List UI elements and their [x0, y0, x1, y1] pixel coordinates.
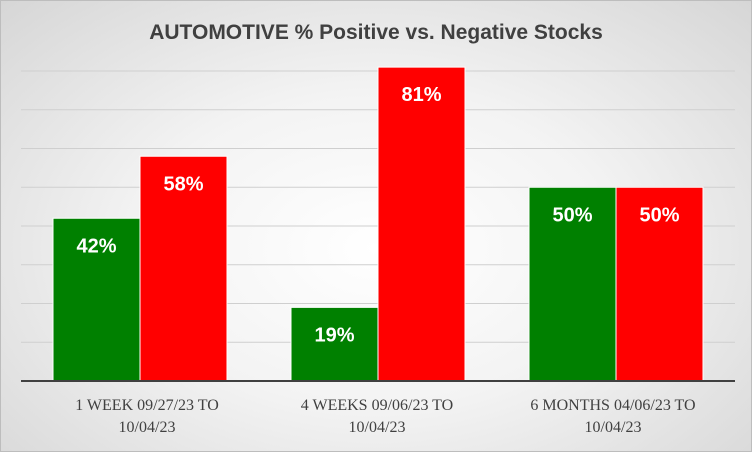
category-label-1-week: 1 WEEK 09/27/23 TO 10/04/23 — [75, 397, 219, 436]
category-label-6-months: 6 MONTHS 04/06/23 TO 10/04/23 — [530, 397, 696, 436]
data-label-negative-0: 58% — [163, 173, 203, 195]
data-label-positive-0: 42% — [76, 235, 116, 257]
data-label-negative-2: 50% — [639, 204, 679, 226]
data-label-negative-1: 81% — [401, 84, 441, 106]
category-label-4-weeks: 4 WEEKS 09/06/23 TO 10/04/23 — [300, 397, 454, 436]
data-label-positive-1: 19% — [314, 324, 354, 346]
chart-title: AUTOMOTIVE % Positive vs. Negative Stock… — [149, 21, 603, 44]
bar-negative-2 — [615, 186, 704, 382]
data-label-positive-2: 50% — [552, 204, 592, 226]
bar-negative-1 — [377, 66, 466, 382]
bar-negative-0 — [139, 155, 228, 382]
